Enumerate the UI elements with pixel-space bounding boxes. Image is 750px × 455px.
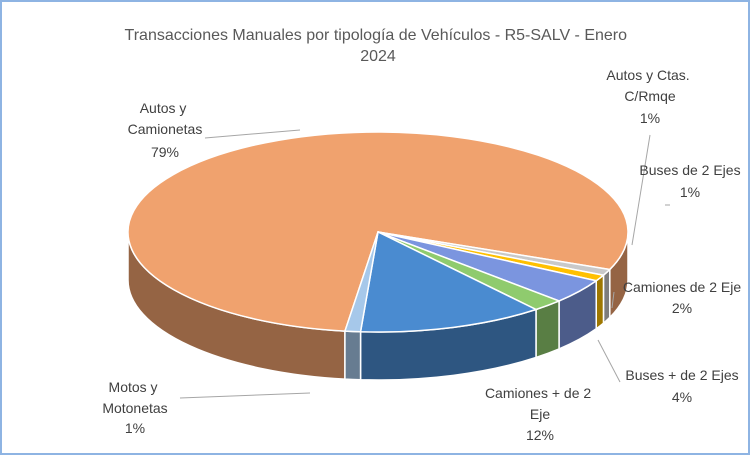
leader-line xyxy=(631,134,651,246)
pie-side xyxy=(595,273,605,331)
value-label: 1% xyxy=(680,184,700,200)
category-label: Buses de 2 Ejes xyxy=(639,162,740,178)
chart-title: Transacciones Manuales por tipología de … xyxy=(125,27,632,65)
pie-side xyxy=(535,299,560,359)
category-label: Motos y Motonetas xyxy=(102,379,167,416)
category-label: Camiones de 2 Eje xyxy=(623,279,742,295)
pie-slice xyxy=(359,230,538,333)
pie-side xyxy=(602,267,611,325)
pie-slice xyxy=(343,231,379,333)
leader-line xyxy=(597,339,621,383)
value-label: 1% xyxy=(640,110,660,126)
leader-line xyxy=(204,129,301,139)
category-label: Camiones + de 2 Eje xyxy=(485,385,595,422)
pie-side xyxy=(344,330,362,381)
value-label: 1% xyxy=(125,420,145,436)
value-label: 4% xyxy=(672,389,692,405)
category-label: Buses + de 2 Ejes xyxy=(625,367,738,383)
leader-line xyxy=(611,291,615,309)
leader-line xyxy=(179,392,311,399)
category-label: Autos y Ctas. C/Rmqe xyxy=(606,67,693,104)
value-label: 12% xyxy=(526,427,554,443)
value-label: 79% xyxy=(151,144,179,160)
category-label: Autos y Camionetas xyxy=(128,100,203,137)
value-label: 2% xyxy=(672,300,692,316)
